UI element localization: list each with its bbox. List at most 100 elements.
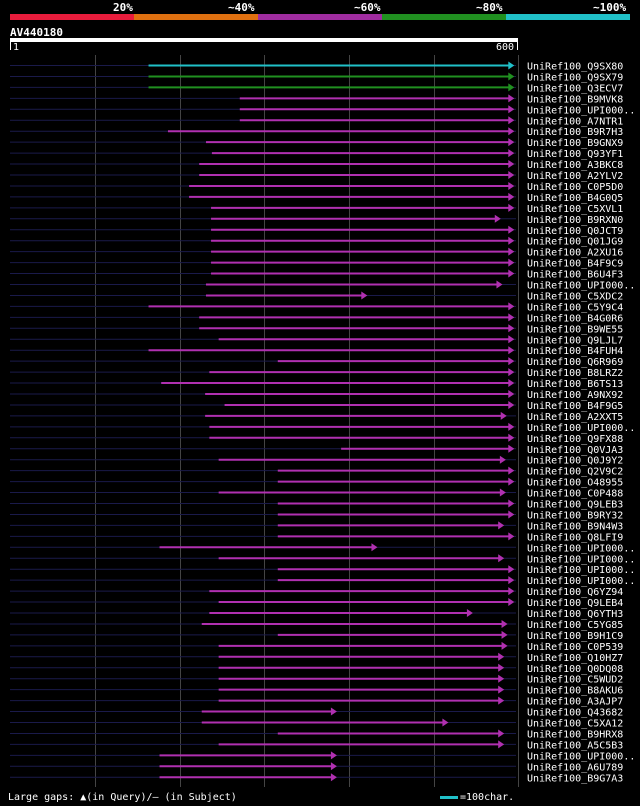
hit-label[interactable]: UniRef100_A2XXT5 [527, 412, 623, 423]
hit-label[interactable]: UniRef100_C5YG85 [527, 620, 623, 631]
hit-row[interactable]: UniRef100_B4FUH4 [10, 346, 623, 357]
hit-row[interactable]: UniRef100_UPI000.. [10, 554, 635, 565]
hit-row[interactable]: UniRef100_A6U789 [10, 762, 623, 773]
hit-row[interactable]: UniRef100_B9GNX9 [10, 138, 623, 149]
hit-row[interactable]: UniRef100_B6U4F3 [10, 269, 623, 281]
hit-row[interactable]: UniRef100_C5Y9C4 [10, 302, 623, 313]
hit-label[interactable]: UniRef100_C5XA12 [527, 719, 623, 730]
hit-row[interactable]: UniRef100_A2XU16 [10, 247, 623, 259]
hit-label[interactable]: UniRef100_A2XU16 [527, 248, 623, 259]
hit-label[interactable]: UniRef100_Q10HZ7 [527, 653, 623, 664]
hit-row[interactable]: UniRef100_Q6YTH3 [10, 609, 623, 620]
hit-label[interactable]: UniRef100_C5XDC2 [527, 291, 623, 302]
hit-row[interactable]: UniRef100_Q0VJA3 [10, 444, 623, 456]
hit-row[interactable]: UniRef100_B9WE55 [10, 324, 623, 335]
hit-label[interactable]: UniRef100_O48955 [527, 478, 623, 489]
hit-label[interactable]: UniRef100_Q9SX79 [527, 72, 623, 83]
hit-label[interactable]: UniRef100_C5XVL1 [527, 204, 623, 215]
hit-row[interactable]: UniRef100_C5XVL1 [10, 203, 623, 215]
hit-label[interactable]: UniRef100_B9MVK8 [527, 94, 623, 105]
hit-label[interactable]: UniRef100_Q0VJA3 [527, 445, 623, 456]
query-name[interactable]: AV440180 [10, 26, 63, 39]
hit-label[interactable]: UniRef100_C0P539 [527, 642, 623, 653]
hit-row[interactable]: UniRef100_A3BKC8 [10, 160, 623, 171]
hit-label[interactable]: UniRef100_Q6R969 [527, 357, 623, 368]
hit-label[interactable]: UniRef100_Q0JCT9 [527, 226, 623, 237]
hit-row[interactable]: UniRef100_Q01JG9 [10, 236, 623, 248]
hit-row[interactable]: UniRef100_Q9SX79 [10, 72, 623, 83]
hit-row[interactable]: UniRef100_B9MVK8 [10, 94, 623, 105]
hit-row[interactable]: UniRef100_UPI000.. [10, 105, 635, 116]
hit-row[interactable]: UniRef100_UPI000.. [10, 543, 635, 554]
hit-row[interactable]: UniRef100_Q6R969 [10, 357, 623, 368]
hit-label[interactable]: UniRef100_B9H1C9 [527, 631, 623, 642]
hit-row[interactable]: UniRef100_O48955 [10, 477, 623, 489]
hit-label[interactable]: UniRef100_C5Y9C4 [527, 302, 623, 313]
hit-row[interactable]: UniRef100_A3AJP7 [10, 696, 623, 708]
hit-label[interactable]: UniRef100_B4G0Q5 [527, 193, 623, 204]
hit-row[interactable]: UniRef100_B9N4W3 [10, 521, 623, 532]
hit-label[interactable]: UniRef100_Q2V9C2 [527, 467, 623, 478]
hit-label[interactable]: UniRef100_A6U789 [527, 762, 623, 773]
hit-row[interactable]: UniRef100_Q10HZ7 [10, 652, 623, 664]
hit-label[interactable]: UniRef100_A3AJP7 [527, 697, 623, 708]
hit-row[interactable]: UniRef100_B9RXN0 [10, 214, 623, 226]
hit-label[interactable]: UniRef100_Q0J9Y2 [527, 456, 623, 467]
hit-row[interactable]: UniRef100_C5WUD2 [10, 674, 623, 686]
hit-label[interactable]: UniRef100_A2YLV2 [527, 171, 623, 182]
hit-label[interactable]: UniRef100_B9GNX9 [527, 138, 623, 149]
hit-label[interactable]: UniRef100_Q8LFI9 [527, 532, 623, 543]
hit-row[interactable]: UniRef100_Q0JCT9 [10, 225, 623, 237]
hit-row[interactable]: UniRef100_B4G0Q5 [10, 192, 623, 204]
hit-label[interactable]: UniRef100_Q9LEB4 [527, 598, 623, 609]
hit-row[interactable]: UniRef100_B4F9G5 [10, 400, 623, 412]
hit-label[interactable]: UniRef100_A7NTR1 [527, 116, 623, 127]
hit-label[interactable]: UniRef100_B9WE55 [527, 324, 623, 335]
hit-row[interactable]: UniRef100_C0P488 [10, 488, 623, 500]
hit-label[interactable]: UniRef100_B9G7A3 [527, 773, 623, 784]
hit-row[interactable]: UniRef100_UPI000.. [10, 751, 635, 762]
hit-label[interactable]: UniRef100_B9RXN0 [527, 215, 623, 226]
hit-label[interactable]: UniRef100_UPI000.. [527, 565, 635, 576]
hit-row[interactable]: UniRef100_C0P5D0 [10, 181, 623, 193]
hit-row[interactable]: UniRef100_C5YG85 [10, 619, 623, 631]
hit-label[interactable]: UniRef100_UPI000.. [527, 543, 635, 554]
hit-label[interactable]: UniRef100_C0P488 [527, 489, 623, 500]
hit-row[interactable]: UniRef100_B9HRX8 [10, 729, 623, 740]
hit-label[interactable]: UniRef100_B6TS13 [527, 379, 623, 390]
hit-row[interactable]: UniRef100_C5XDC2 [10, 291, 623, 302]
hit-row[interactable]: UniRef100_B9RY32 [10, 510, 623, 521]
hit-row[interactable]: UniRef100_Q0J9Y2 [10, 455, 623, 467]
hit-row[interactable]: UniRef100_B9H1C9 [10, 630, 623, 642]
hit-label[interactable]: UniRef100_Q3ECV7 [527, 83, 623, 94]
hit-label[interactable]: UniRef100_Q9FX88 [527, 434, 623, 445]
hit-label[interactable]: UniRef100_B4G0R6 [527, 313, 623, 324]
hit-row[interactable]: UniRef100_Q6YZ94 [10, 587, 623, 598]
hit-label[interactable]: UniRef100_C5WUD2 [527, 675, 623, 686]
hit-row[interactable]: UniRef100_Q8LFI9 [10, 532, 623, 543]
hit-label[interactable]: UniRef100_UPI000.. [527, 281, 635, 292]
hit-row[interactable]: UniRef100_Q9LJL7 [10, 335, 623, 346]
hit-row[interactable]: UniRef100_Q9SX80 [10, 61, 623, 73]
hit-label[interactable]: UniRef100_Q6YZ94 [527, 587, 623, 598]
hit-row[interactable]: UniRef100_C5XA12 [10, 718, 623, 730]
hit-label[interactable]: UniRef100_Q6YTH3 [527, 609, 623, 620]
hit-label[interactable]: UniRef100_B6U4F3 [527, 270, 623, 281]
hit-row[interactable]: UniRef100_Q9FX88 [10, 433, 623, 445]
hit-label[interactable]: UniRef100_C0P5D0 [527, 182, 623, 193]
hit-row[interactable]: UniRef100_B4F9C9 [10, 258, 623, 270]
hit-label[interactable]: UniRef100_B4FUH4 [527, 346, 623, 357]
hit-label[interactable]: UniRef100_B9HRX8 [527, 729, 623, 740]
hit-row[interactable]: UniRef100_UPI000.. [10, 576, 635, 587]
hit-label[interactable]: UniRef100_Q9LJL7 [527, 335, 623, 346]
hit-label[interactable]: UniRef100_Q9LEB3 [527, 500, 623, 511]
hit-label[interactable]: UniRef100_B9N4W3 [527, 521, 623, 532]
hit-label[interactable]: UniRef100_Q43682 [527, 708, 623, 719]
hit-label[interactable]: UniRef100_Q0DQ08 [527, 664, 623, 675]
hit-label[interactable]: UniRef100_A9NX92 [527, 390, 623, 401]
hit-row[interactable]: UniRef100_UPI000.. [10, 280, 635, 292]
hit-label[interactable]: UniRef100_B9R7H3 [527, 127, 623, 138]
hit-row[interactable]: UniRef100_A7NTR1 [10, 116, 623, 127]
hit-label[interactable]: UniRef100_UPI000.. [527, 105, 635, 116]
hit-row[interactable]: UniRef100_A2YLV2 [10, 171, 623, 182]
